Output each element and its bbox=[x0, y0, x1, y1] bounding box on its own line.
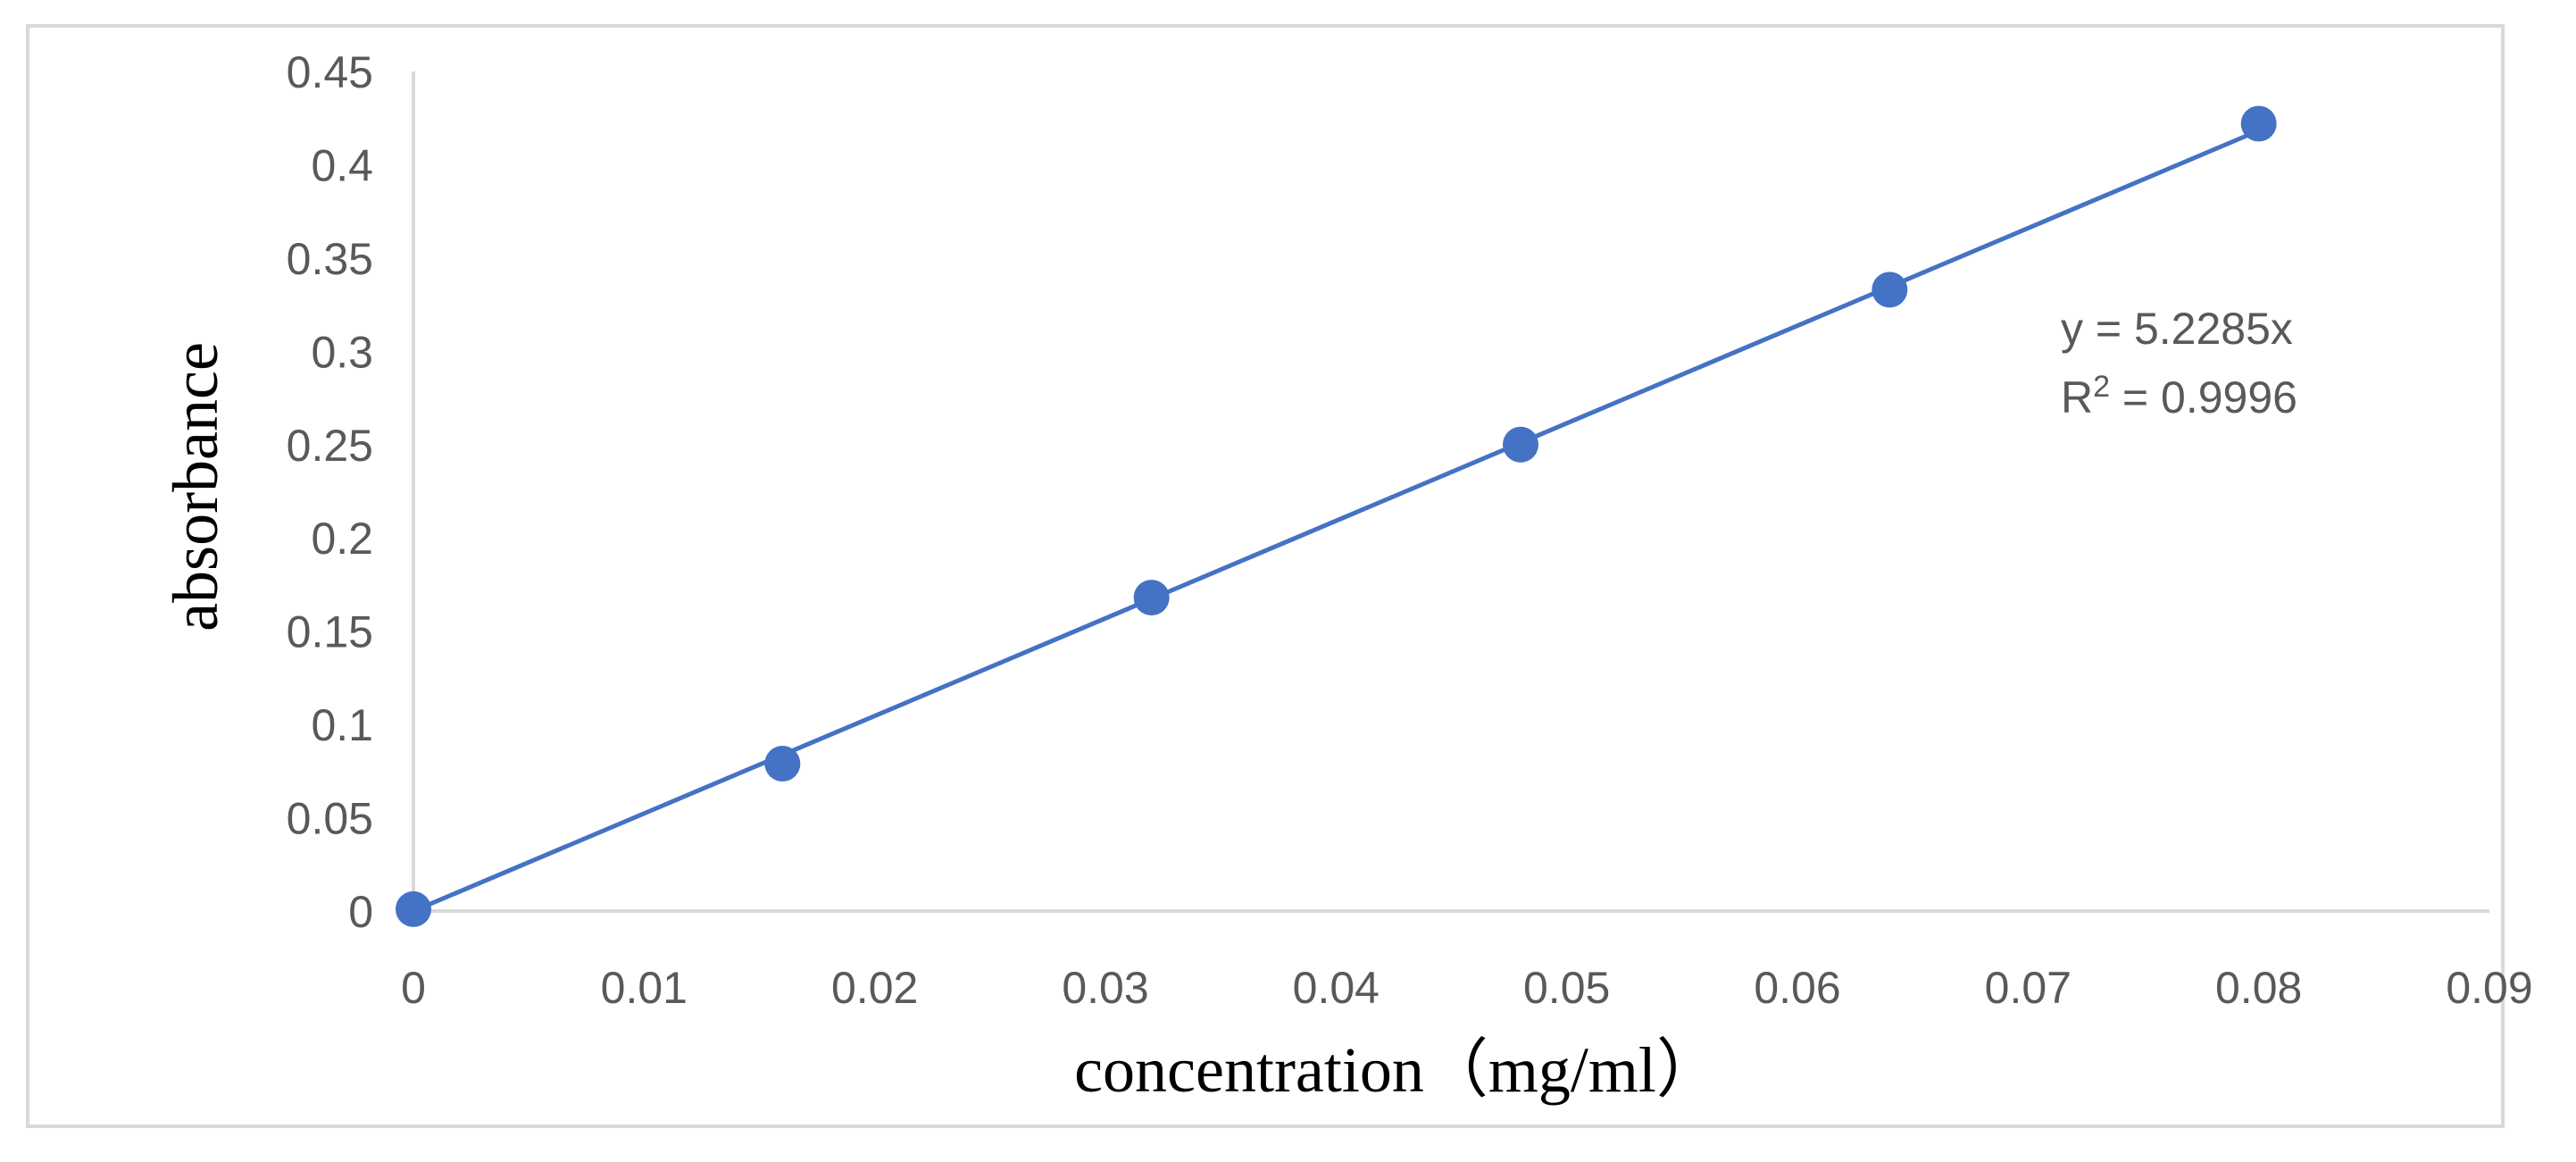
y-tick-label: 0.2 bbox=[311, 514, 373, 564]
y-tick-label: 0.15 bbox=[287, 607, 373, 657]
y-tick-label: 0.35 bbox=[287, 234, 373, 284]
y-tick-label: 0.05 bbox=[287, 794, 373, 844]
r-squared-label: R2 = 0.9996 bbox=[2061, 370, 2297, 422]
trendline-equation: y = 5.2285x bbox=[2061, 304, 2293, 354]
data-point bbox=[764, 745, 801, 782]
r-squared-prefix: R bbox=[2061, 372, 2093, 422]
ticks-layer: 0 0.01 0.02 0.03 0.04 0.05 0.06 0.07 0.08 0.09 0 0.… bbox=[287, 47, 2533, 1013]
y-axis-title: absorbance bbox=[160, 342, 231, 631]
x-axis-title: concentration（mg/ml） bbox=[1074, 1034, 1721, 1106]
trendline bbox=[413, 128, 2260, 914]
y-tick-label: 0.4 bbox=[311, 140, 373, 190]
y-tick-label: 0.25 bbox=[287, 421, 373, 471]
y-tick-label: 0 bbox=[348, 887, 373, 937]
y-tick-label: 0.1 bbox=[311, 700, 373, 750]
data-point bbox=[1503, 426, 1538, 463]
data-point bbox=[1872, 272, 1908, 308]
y-tick-label: 0.3 bbox=[311, 327, 373, 377]
data-point bbox=[396, 890, 431, 927]
x-tick-label: 0.06 bbox=[1754, 963, 1840, 1013]
x-tick-label: 0.05 bbox=[1523, 963, 1610, 1013]
y-tick-label: 0.45 bbox=[287, 47, 373, 97]
x-tick-label: 0.08 bbox=[2215, 963, 2302, 1013]
r-squared-superscript: 2 bbox=[2093, 370, 2110, 404]
trend-layer bbox=[413, 128, 2260, 914]
x-tick-label: 0.03 bbox=[1062, 963, 1148, 1013]
x-tick-label: 0.07 bbox=[1985, 963, 2072, 1013]
x-tick-label: 0.04 bbox=[1293, 963, 1380, 1013]
x-tick-label: 0.02 bbox=[831, 963, 918, 1013]
data-point bbox=[2240, 105, 2277, 142]
x-tick-label: 0.09 bbox=[2446, 963, 2532, 1013]
x-tick-label: 0.01 bbox=[601, 963, 688, 1013]
x-tick-label: 0 bbox=[401, 963, 426, 1013]
points-layer bbox=[396, 105, 2277, 927]
r-squared-value: = 0.9996 bbox=[2110, 372, 2297, 422]
data-point bbox=[1133, 580, 1170, 616]
axes-layer bbox=[412, 71, 2489, 913]
chart-frame bbox=[26, 24, 2505, 1128]
